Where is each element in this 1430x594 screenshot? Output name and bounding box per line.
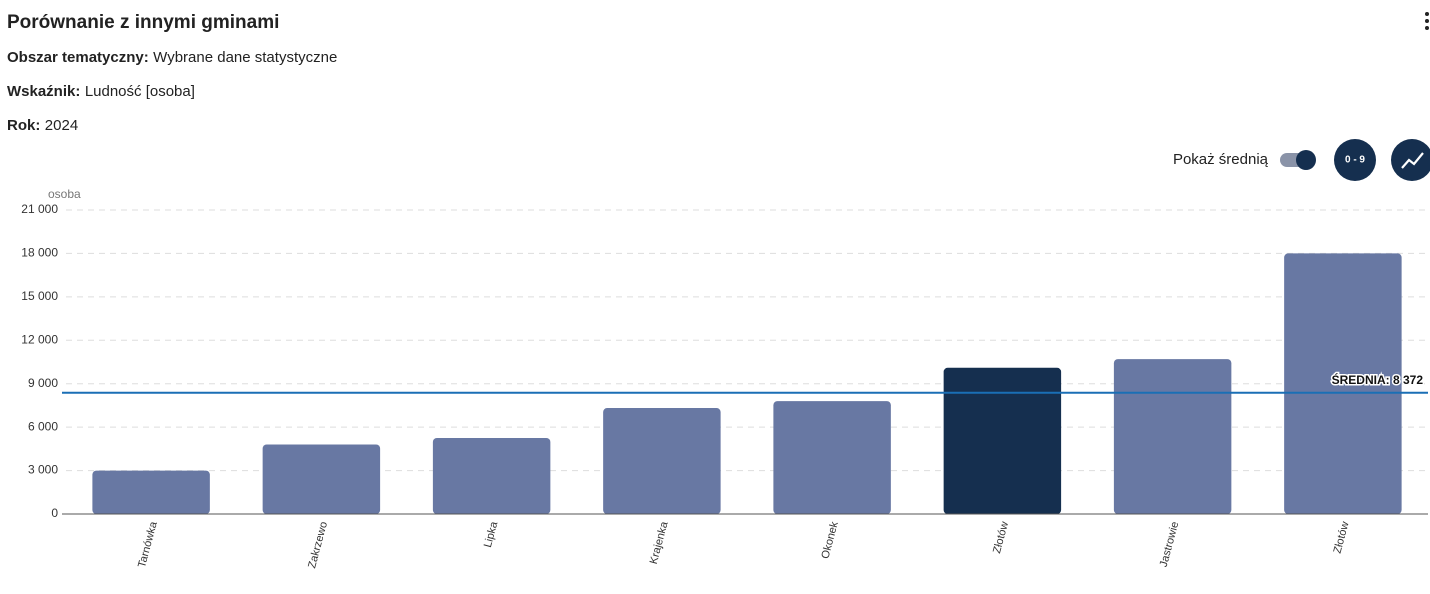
toggle-label: Pokaż średnią (1173, 151, 1269, 168)
bar (1113, 359, 1232, 514)
x-tick-label: Zakrzewo (306, 520, 330, 569)
bar (92, 470, 210, 514)
y-axis-label: osoba (48, 187, 81, 201)
bar (773, 401, 891, 514)
average-toggle[interactable] (1280, 150, 1316, 170)
field-label: Rok: (7, 117, 40, 134)
y-tick-label: 6 000 (28, 419, 58, 433)
field-label: Wskaźnik: (7, 83, 80, 100)
x-tick-label: Okonek (819, 520, 841, 560)
y-tick-label: 9 000 (28, 376, 58, 390)
field: Rok: 2024 (7, 117, 78, 134)
x-tick-label: Krajenka (648, 520, 671, 566)
field-value: Wybrane dane statystyczne (153, 49, 337, 66)
trend-icon (1401, 152, 1424, 169)
bar (262, 444, 381, 514)
x-tick-label: Tarnówka (136, 520, 160, 569)
y-tick-label: 18 000 (21, 246, 58, 260)
x-tick-label: Złotów (1332, 520, 1352, 554)
toggle-knob (1296, 150, 1316, 170)
field-value: 2024 (45, 117, 78, 134)
dot (1425, 12, 1429, 16)
average-label: ŚREDNIA: 8 372 (1332, 372, 1424, 387)
field-label: Obszar tematyczny: (7, 49, 149, 66)
button-bg (1334, 139, 1376, 181)
range-button[interactable]: 0 - 9 (1334, 139, 1376, 181)
y-tick-label: 15 000 (21, 289, 58, 303)
dot (1425, 19, 1429, 23)
bar (603, 408, 721, 514)
button-label: 0 - 9 (1345, 155, 1365, 166)
y-tick-label: 12 000 (21, 332, 58, 346)
field: Obszar tematyczny: Wybrane dane statysty… (7, 49, 337, 66)
bar (1284, 253, 1402, 514)
x-tick-label: Jastrowie (1158, 520, 1182, 568)
y-tick-label: 0 (51, 506, 58, 520)
dot (1425, 26, 1429, 30)
menu-button[interactable] (1425, 12, 1429, 30)
y-tick-label: 3 000 (28, 463, 58, 477)
y-tick-label: 21 000 (21, 202, 58, 216)
title: Porównanie z innymi gminami (7, 12, 279, 33)
field-value: Ludność [osoba] (85, 83, 195, 100)
trend-button[interactable] (1391, 139, 1430, 181)
field: Wskaźnik: Ludność [osoba] (7, 83, 195, 100)
bar (432, 438, 551, 514)
x-tick-label: Złotów (991, 520, 1011, 554)
x-tick-label: Lipka (482, 520, 501, 549)
bar (943, 367, 1062, 514)
